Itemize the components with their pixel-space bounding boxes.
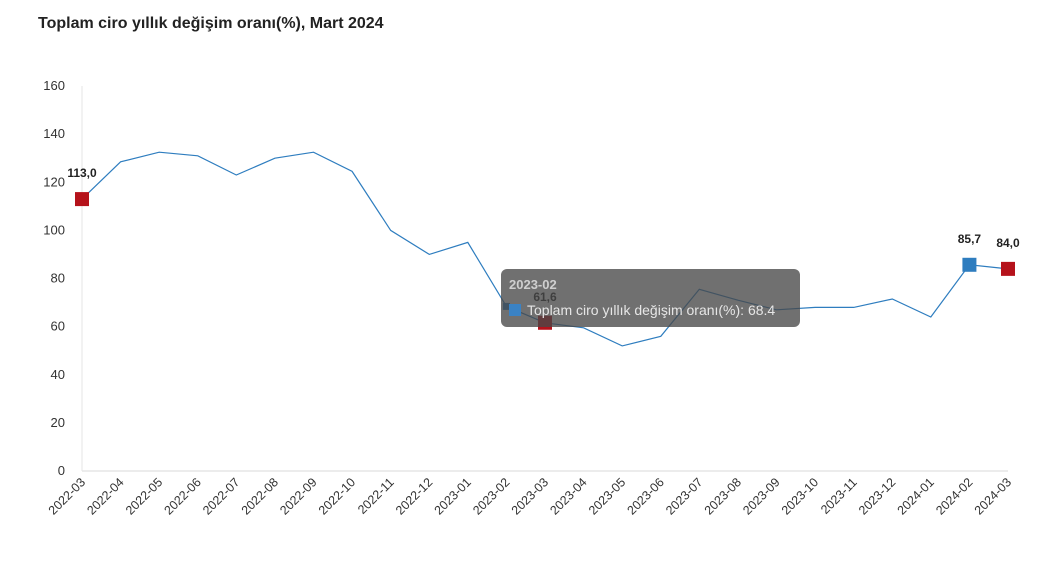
y-tick-label: 40 — [51, 367, 65, 382]
x-tick-label: 2022-11 — [355, 475, 397, 517]
x-tick-label: 2022-05 — [123, 475, 165, 517]
highlight-marker[interactable] — [75, 192, 89, 207]
tooltip-title: 2023-02 — [509, 277, 557, 292]
tooltip-row: Toplam ciro yıllık değişim oranı(%): 68.… — [509, 302, 775, 318]
x-tick-label: 2023-05 — [586, 475, 628, 517]
x-tick-label: 2024-02 — [933, 475, 975, 517]
tooltip: 2023-02 Toplam ciro yıllık değişim oranı… — [501, 269, 800, 327]
highlight-marker[interactable] — [962, 257, 977, 272]
x-tick-label: 2023-06 — [625, 475, 667, 517]
y-tick-label: 160 — [43, 78, 65, 93]
data-label: 113,0 — [67, 166, 97, 180]
data-label: 85,7 — [958, 232, 982, 246]
x-tick-label: 2023-11 — [818, 475, 860, 517]
x-tick-label: 2024-03 — [972, 475, 1014, 517]
y-tick-label: 80 — [51, 271, 65, 286]
chart-title: Toplam ciro yıllık değişim oranı(%), Mar… — [38, 15, 384, 32]
y-tick-label: 0 — [58, 463, 65, 478]
y-tick-label: 100 — [43, 222, 65, 237]
x-tick-label: 2023-12 — [856, 475, 898, 517]
tooltip-value: Toplam ciro yıllık değişim oranı(%): 68.… — [527, 302, 776, 318]
x-tick-label: 2024-01 — [895, 475, 937, 517]
y-tick-label: 20 — [51, 415, 65, 430]
x-tick-label: 2022-12 — [393, 475, 435, 517]
x-tick-label: 2023-10 — [779, 475, 821, 517]
x-tick-label: 2022-09 — [277, 475, 319, 517]
x-tick-label: 2023-02 — [470, 475, 512, 517]
y-tick-label: 140 — [43, 126, 65, 141]
highlight-marker[interactable] — [1001, 261, 1015, 276]
x-tick-label: 2022-07 — [200, 475, 242, 517]
y-tick-label: 60 — [51, 319, 65, 334]
tooltip-swatch — [509, 304, 521, 316]
x-tick-label: 2023-09 — [740, 475, 782, 517]
y-tick-label: 120 — [43, 174, 65, 189]
x-tick-label: 2022-10 — [316, 475, 358, 517]
x-tick-label: 2022-03 — [46, 475, 88, 517]
data-label: 84,0 — [996, 236, 1020, 250]
x-tick-label: 2022-04 — [84, 475, 126, 517]
x-tick-label: 2022-08 — [239, 475, 281, 517]
x-tick-label: 2023-07 — [663, 475, 705, 517]
x-tick-label: 2022-06 — [162, 475, 204, 517]
x-tick-label: 2023-08 — [702, 475, 744, 517]
x-tick-label: 2023-03 — [509, 475, 551, 517]
x-tick-label: 2023-04 — [547, 475, 589, 517]
x-tick-label: 2023-01 — [432, 475, 474, 517]
